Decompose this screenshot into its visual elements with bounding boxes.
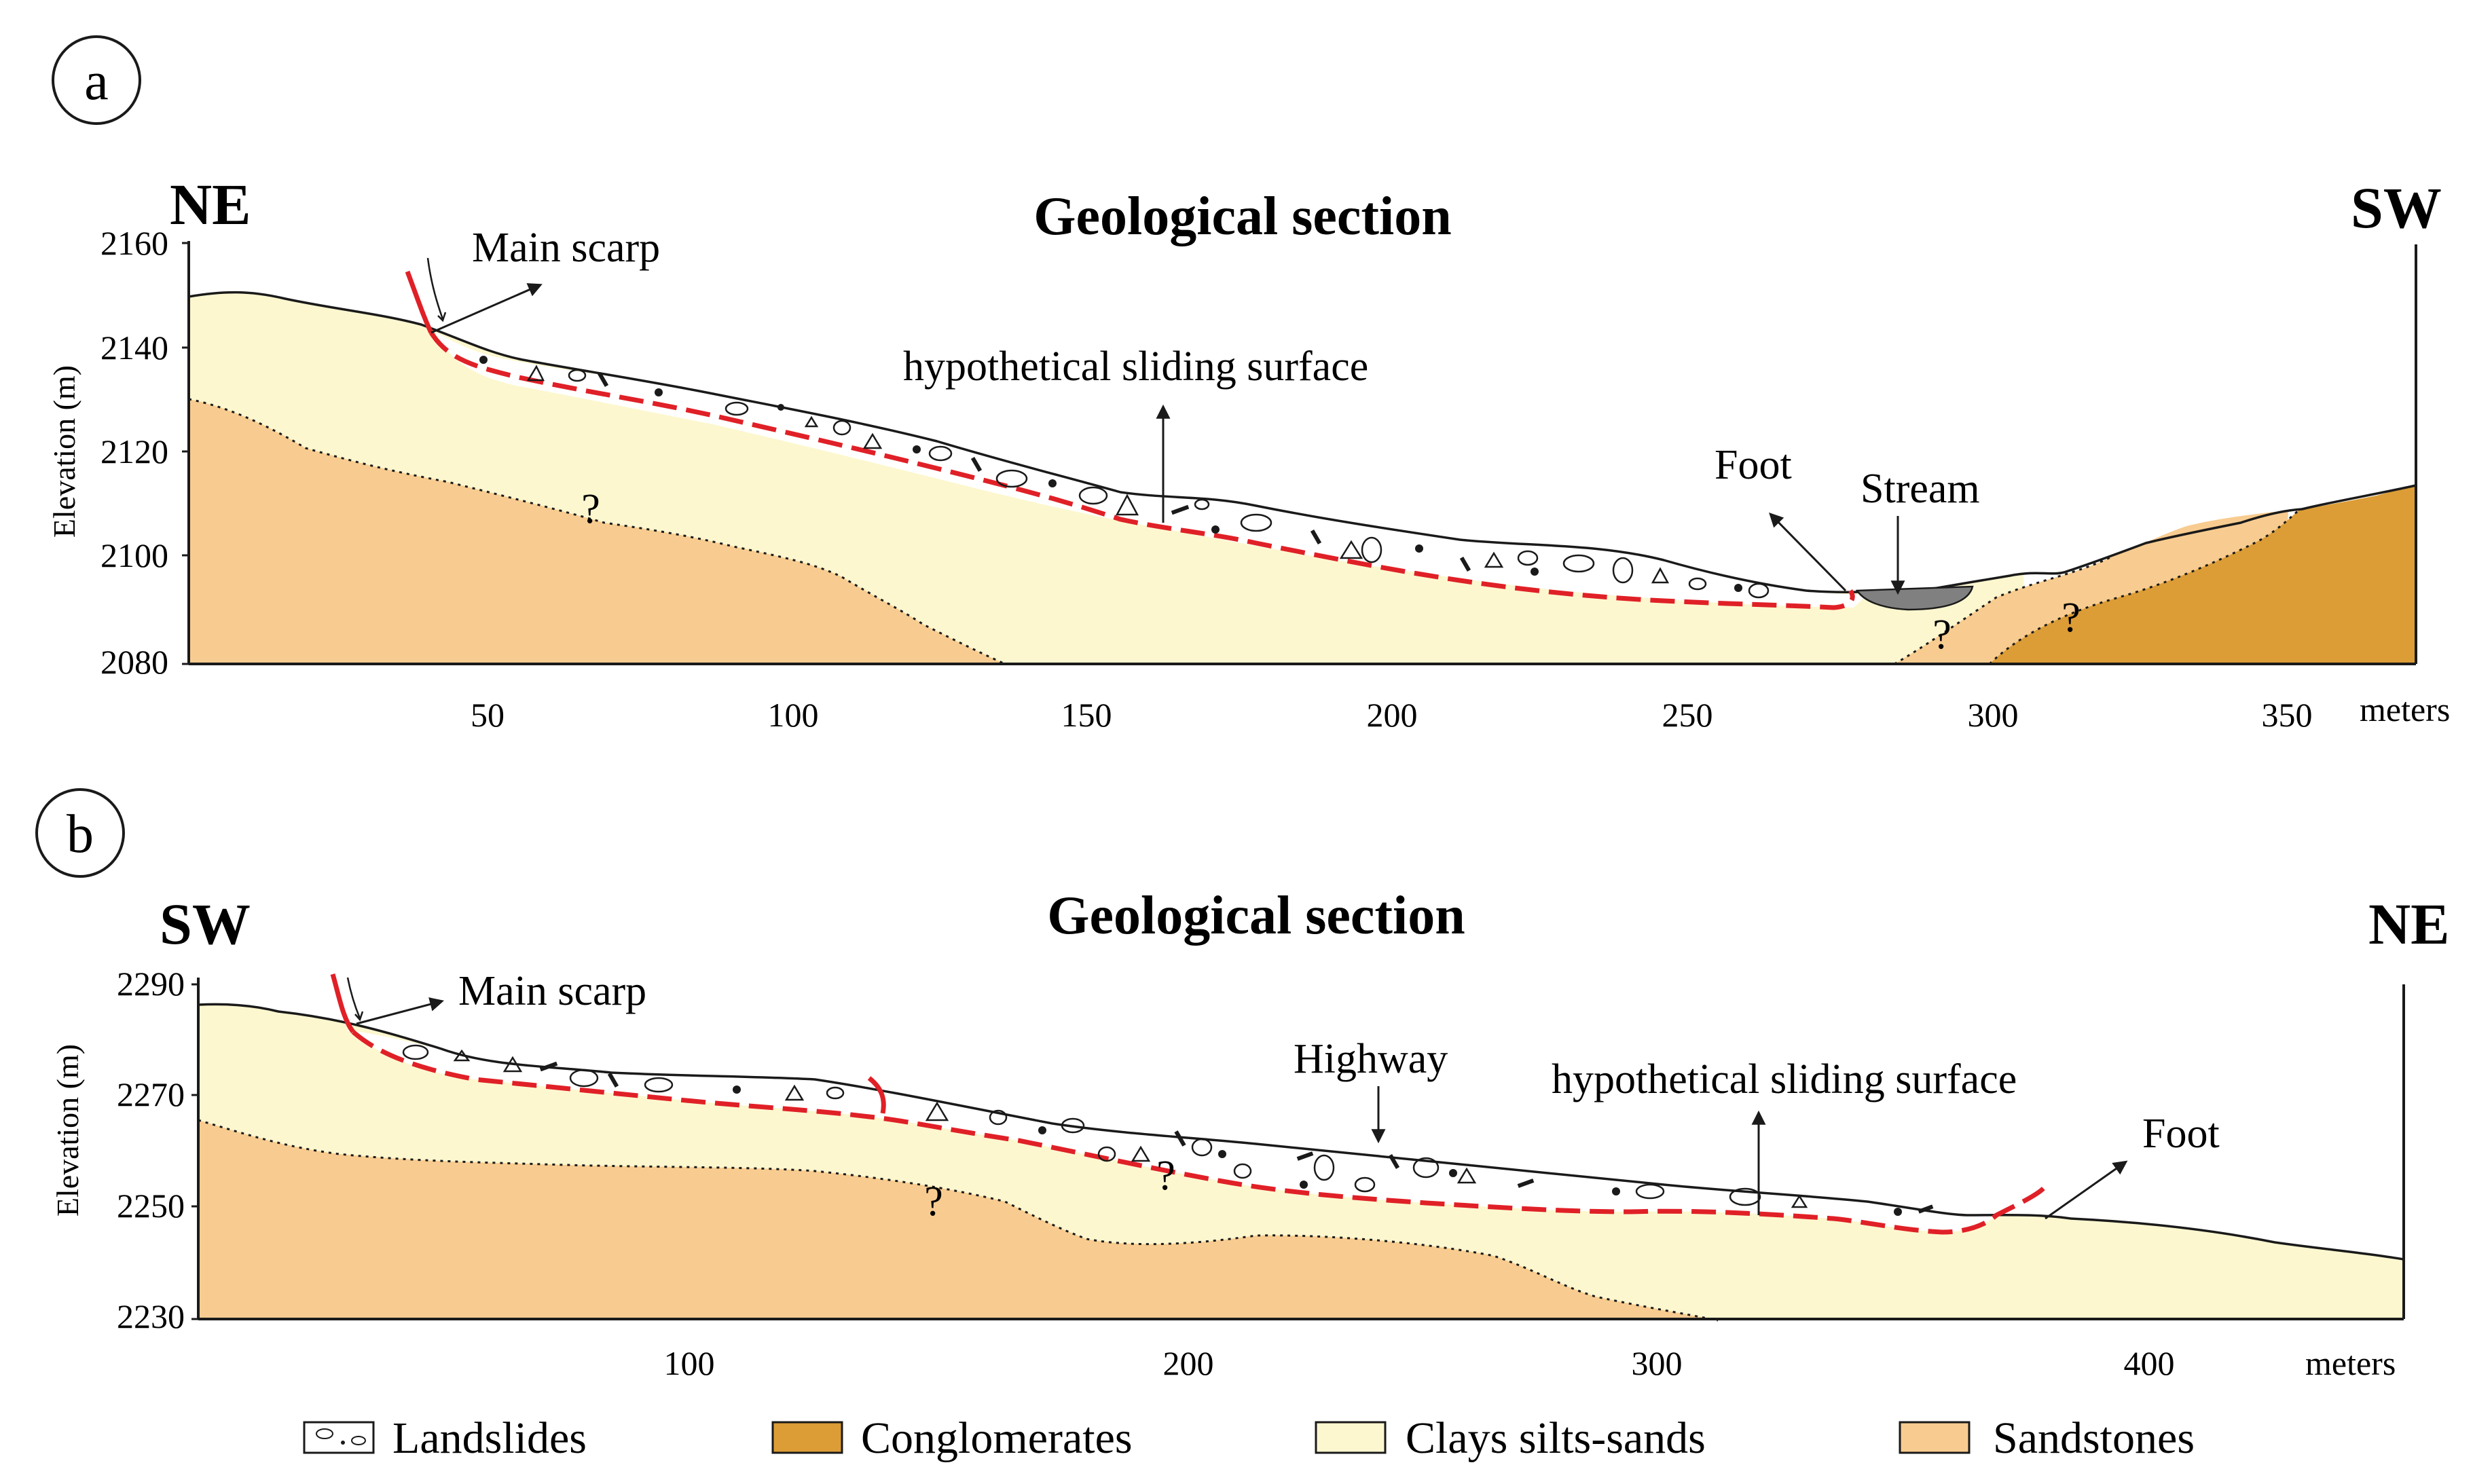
panel-a-label: a (84, 52, 109, 111)
panel-a-sliding-surface-label: hypothetical sliding surface (903, 344, 1368, 390)
panel-b: b SW NE Geological section (35, 788, 2449, 1382)
panel-b-y-tick-2250: 2250 (117, 1187, 185, 1225)
panel-a-left-direction: NE (170, 172, 251, 237)
panel-b-label-circle (35, 788, 125, 878)
panel-b-main-scarp-trace (330, 973, 886, 1114)
panel-b-sliding-surface (351, 1030, 2046, 1235)
legend-label-landslides: Landslides (392, 1413, 587, 1463)
panel-a-x-tick-350: 350 (2262, 696, 2313, 734)
panel-b-contact-sandstone (198, 1119, 1719, 1322)
panel-a-question-2: ? (1932, 612, 1952, 658)
panel-b-sliding-surface-label: hypothetical sliding surface (1552, 1056, 2017, 1102)
panel-a-x-tick-250: 250 (1662, 696, 1713, 734)
panel-a-label-circle (52, 35, 141, 125)
panel-a-question-3: ? (2062, 595, 2081, 641)
panel-a-y-tick-2120: 2120 (100, 432, 168, 470)
panel-b-main-scarp-label: Main scarp (458, 968, 646, 1014)
panel-b-ground-surface (198, 1003, 2404, 1261)
panel-a-contact-sandstone (188, 398, 1006, 665)
panel-b-highway-label: Highway (1294, 1036, 1448, 1082)
panel-b-sandstone-layer (198, 1120, 1718, 1320)
panel-b-foot-arrow (2045, 1160, 2128, 1220)
panel-a-x-tick-150: 150 (1061, 696, 1112, 734)
panel-a-y-tick-2080: 2080 (100, 643, 168, 681)
panel-b-foot-label: Foot (2142, 1111, 2220, 1157)
panel-a-y-axis-label: Elevation (m) (47, 365, 81, 538)
panel-a-sandstone-lower-left (189, 399, 1005, 664)
panel-a-foot-label: Foot (1715, 442, 1792, 488)
panel-b-left-direction: SW (160, 891, 251, 957)
panel-a-title: Geological section (1033, 187, 1451, 246)
panel-a-stream-label: Stream (1861, 466, 1980, 512)
panel-b-main-scarp-arrow (356, 997, 445, 1025)
panel-a-x-tick-200: 200 (1367, 696, 1418, 734)
panel-a-ground-surface (188, 291, 2417, 593)
legend: Landslides Conglomerates Clays silts-san… (303, 1413, 2195, 1463)
panel-b-right-direction: NE (2368, 891, 2449, 957)
panel-a-landslide-symbols (526, 365, 1770, 599)
panel-b-title: Geological section (1047, 886, 1465, 946)
panel-b-x-tick-200: 200 (1163, 1344, 1214, 1382)
panel-a-x-tick-50: 50 (471, 696, 505, 734)
panel-b-y-tick-2290: 2290 (117, 965, 185, 1003)
panel-a-main-scarp-label: Main scarp (472, 225, 660, 271)
panel-a-y-tick-2100: 2100 (100, 536, 168, 574)
panel-b-landslide-symbols (402, 1044, 1808, 1208)
panel-b-slip-direction-icon (346, 977, 364, 1022)
panel-a-contact-right (1894, 509, 2299, 665)
legend-item-sandstones: Sandstones (1899, 1413, 2195, 1463)
panel-a-x-tick-300: 300 (1968, 696, 2019, 734)
panel-b-x-unit: meters (2305, 1344, 2396, 1382)
panel-a-slip-direction-icon (426, 257, 447, 322)
panel-b-question-1: ? (924, 1179, 943, 1225)
panel-b-x-tick-400: 400 (2124, 1344, 2175, 1382)
panel-b-landslide-dots (539, 1061, 1934, 1216)
panel-a: a NE SW Geological section (47, 35, 2450, 734)
panel-a-landslide-body (435, 331, 1867, 608)
panel-a-x-tick-100: 100 (768, 696, 819, 734)
panel-a-question-1: ? (581, 486, 600, 532)
panel-b-x-tick-300: 300 (1632, 1344, 1683, 1382)
panel-b-y-axis-label: Elevation (m) (50, 1044, 85, 1217)
legend-label-clays: Clays silts-sands (1406, 1413, 1706, 1463)
legend-item-clays: Clays silts-sands (1315, 1413, 1706, 1463)
panel-b-y-tick-2230: 2230 (117, 1297, 185, 1335)
panel-b-x-tick-100: 100 (664, 1344, 715, 1382)
panel-b-y-ticks (191, 983, 198, 1320)
panel-a-main-scarp-trace (405, 270, 434, 334)
panel-a-main-scarp-arrow (430, 283, 543, 334)
legend-label-sandstones: Sandstones (1993, 1413, 2195, 1463)
legend-item-conglomerates: Conglomerates (771, 1413, 1133, 1463)
panel-b-landslide-body (346, 1030, 1996, 1232)
panel-a-y-ticks (182, 242, 189, 665)
panel-a-right-direction: SW (2351, 175, 2442, 240)
panel-b-label: b (67, 804, 94, 864)
panel-a-conglomerates (1990, 485, 2416, 664)
panel-a-y-tick-2160: 2160 (100, 224, 168, 262)
panel-a-foot-arrow (1769, 513, 1847, 592)
panel-a-x-unit: meters (2360, 690, 2450, 728)
panel-a-landslide-dots (479, 356, 1742, 592)
panel-b-question-2: ? (1156, 1153, 1175, 1199)
legend-item-landslides: Landslides (303, 1413, 587, 1463)
panel-a-sliding-surface (429, 331, 1855, 610)
panel-a-y-tick-2140: 2140 (100, 329, 168, 367)
legend-label-conglomerates: Conglomerates (861, 1413, 1133, 1463)
panel-b-y-tick-2270: 2270 (117, 1075, 185, 1113)
